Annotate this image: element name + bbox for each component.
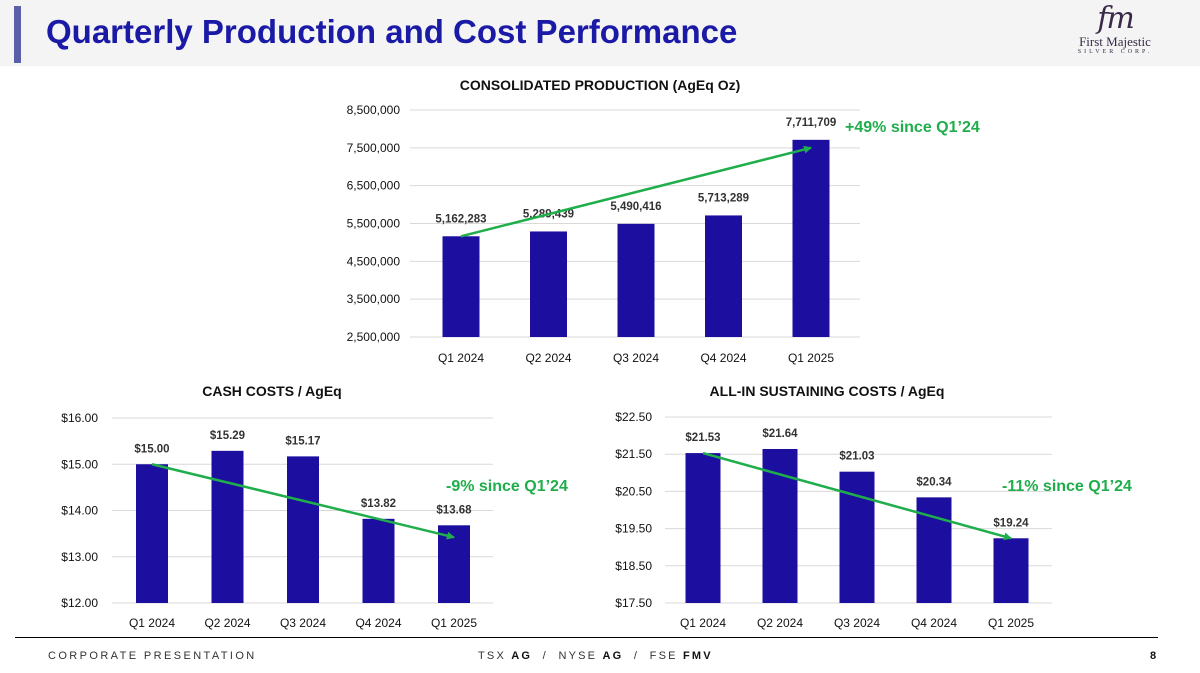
y-tick-label: $16.00 <box>61 411 98 425</box>
bar <box>136 464 168 603</box>
footer-label: CORPORATE PRESENTATION <box>48 650 257 662</box>
bar <box>442 236 480 337</box>
trend-arrow <box>151 463 455 540</box>
bar <box>792 139 830 337</box>
y-tick-label: $13.00 <box>61 550 98 564</box>
ticker-exchange: TSX <box>478 650 506 662</box>
trend-annotation: -11% since Q1’24 <box>1002 478 1132 495</box>
bar <box>362 518 395 603</box>
data-label: $19.24 <box>993 517 1029 529</box>
y-tick-label: $17.50 <box>615 596 652 610</box>
data-label: $21.64 <box>762 428 798 440</box>
x-tick-label: Q1 2025 <box>988 616 1034 630</box>
bar <box>617 223 655 337</box>
x-tick-label: Q1 2025 <box>788 351 834 365</box>
bar <box>705 215 742 337</box>
trend-arrow <box>702 451 1012 541</box>
y-tick-label: 6,500,000 <box>347 179 401 193</box>
x-tick-label: Q4 2024 <box>700 351 746 365</box>
footer-divider <box>15 637 1158 638</box>
y-tick-label: $18.50 <box>615 559 652 573</box>
bar <box>211 450 244 603</box>
data-label: $15.00 <box>134 443 169 455</box>
production-chart: CONSOLIDATED PRODUCTION (AgEq Oz) 2,500,0… <box>347 77 980 365</box>
data-label: $15.17 <box>285 435 320 447</box>
bar <box>287 456 319 603</box>
data-label: $13.68 <box>436 504 472 516</box>
data-label: $21.53 <box>685 432 720 444</box>
data-label: 5,713,289 <box>698 192 749 204</box>
y-tick-label: 7,500,000 <box>347 141 401 155</box>
y-tick-label: $12.00 <box>61 596 98 610</box>
chart-title: ALL-IN SUSTAINING COSTS / AgEq <box>710 383 945 399</box>
y-tick-label: 5,500,000 <box>347 217 401 231</box>
x-tick-label: Q3 2024 <box>834 616 880 630</box>
logo-subtitle: SILVER CORP. <box>1077 49 1153 55</box>
y-tick-label: 4,500,000 <box>347 254 401 268</box>
ticker-symbol: AG <box>602 650 624 662</box>
x-tick-label: Q1 2024 <box>129 616 175 630</box>
data-label: $13.82 <box>361 498 396 510</box>
trend-arrow <box>460 145 812 238</box>
y-tick-label: $20.50 <box>615 484 652 498</box>
trend-annotation: -9% since Q1’24 <box>446 478 568 495</box>
page-number: 8 <box>1150 650 1157 662</box>
footer-tickers: TSX AG / NYSE AG / FSE FMV <box>478 650 713 662</box>
page-title: Quarterly Production and Cost Performanc… <box>46 13 738 50</box>
x-tick-label: Q1 2024 <box>680 616 726 630</box>
data-label: $21.03 <box>839 451 874 463</box>
ticker-symbol: FMV <box>682 650 713 662</box>
data-label: 5,162,283 <box>435 213 486 225</box>
x-tick-label: Q1 2024 <box>438 351 484 365</box>
y-tick-label: $22.50 <box>615 410 652 424</box>
x-tick-label: Q4 2024 <box>355 616 401 630</box>
x-tick-label: Q3 2024 <box>280 616 326 630</box>
bar <box>685 453 721 603</box>
ticker-exchange: NYSE <box>558 650 598 662</box>
bar <box>530 231 567 337</box>
y-tick-label: $14.00 <box>61 504 98 518</box>
bar <box>993 538 1029 603</box>
y-tick-label: $21.50 <box>615 447 652 461</box>
x-tick-label: Q2 2024 <box>204 616 250 630</box>
cash-costs-chart: CASH COSTS / AgEq $12.00 $13.00 $14.00 $15.0… <box>61 383 568 630</box>
data-label: $15.29 <box>210 430 245 442</box>
y-tick-label: 8,500,000 <box>347 103 401 117</box>
data-label: 7,711,709 <box>786 117 837 129</box>
x-tick-label: Q1 2025 <box>431 616 477 630</box>
x-tick-label: Q3 2024 <box>613 351 659 365</box>
logo-name: First Majestic <box>1079 34 1151 49</box>
x-tick-label: Q2 2024 <box>757 616 803 630</box>
data-label: 5,490,416 <box>610 201 661 213</box>
data-label: $20.34 <box>916 476 952 488</box>
x-tick-label: Q4 2024 <box>911 616 957 630</box>
chart-title: CONSOLIDATED PRODUCTION (AgEq Oz) <box>460 77 741 93</box>
trend-annotation: +49% since Q1’24 <box>845 119 980 136</box>
chart-title: CASH COSTS / AgEq <box>202 383 342 399</box>
ticker-symbol: AG <box>511 650 533 662</box>
ticker-exchange: FSE <box>649 650 678 662</box>
header-band <box>0 0 1200 66</box>
y-tick-label: $19.50 <box>615 522 652 536</box>
y-tick-label: 2,500,000 <box>347 330 401 344</box>
aisc-chart: ALL-IN SUSTAINING COSTS / AgEq $17.50 $18.… <box>615 383 1132 630</box>
header-accent-bar <box>14 6 21 63</box>
logo-mark: fm <box>1097 1 1135 36</box>
y-tick-label: $15.00 <box>61 457 98 471</box>
y-tick-label: 3,500,000 <box>347 292 401 306</box>
company-logo: fm First Majestic SILVER CORP. <box>1050 4 1180 62</box>
x-tick-label: Q2 2024 <box>525 351 571 365</box>
